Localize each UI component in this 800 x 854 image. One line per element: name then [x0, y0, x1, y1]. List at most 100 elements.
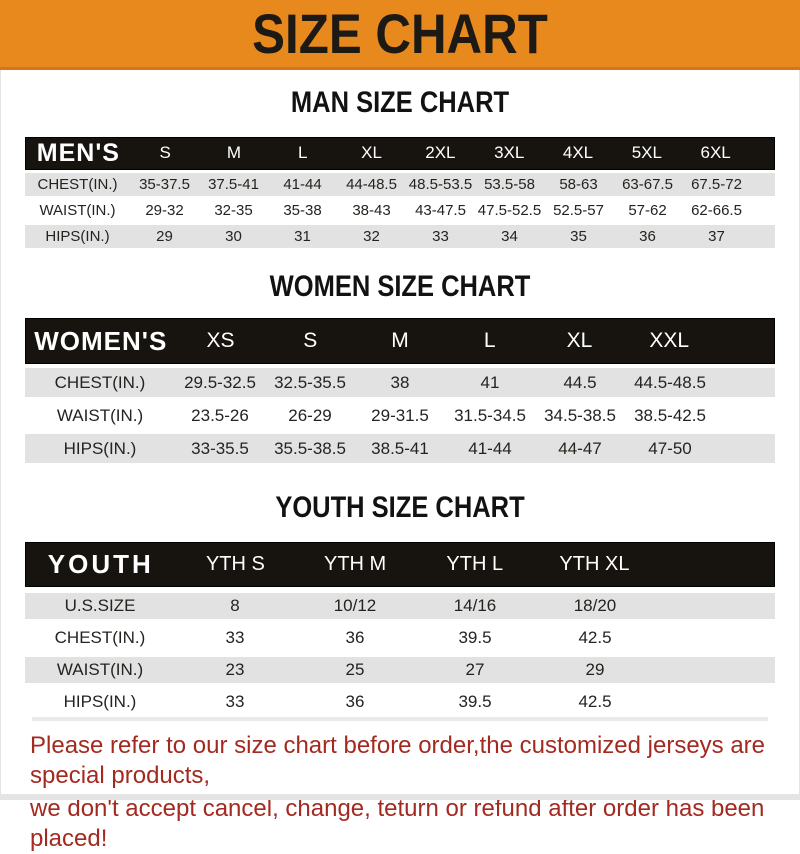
size-value: 38.5-41	[355, 439, 445, 459]
footer-line-2: we don't accept cancel, change, teturn o…	[30, 794, 770, 854]
size-value: 57-62	[613, 202, 682, 219]
size-value: 33-35.5	[175, 439, 265, 459]
size-value: 33	[175, 692, 295, 712]
size-value: 33	[406, 228, 475, 245]
size-value: 33	[175, 628, 295, 648]
size-value: 23	[175, 660, 295, 680]
size-value: 31	[268, 228, 337, 245]
size-value: 42.5	[535, 692, 655, 712]
man-column-header: 5XL	[612, 143, 681, 163]
size-value: 44.5	[535, 373, 625, 393]
size-value: 34	[475, 228, 544, 245]
size-value: 32	[337, 228, 406, 245]
size-value: 36	[613, 228, 682, 245]
row-label: U.S.SIZE	[25, 596, 175, 616]
size-value: 53.5-58	[475, 176, 544, 193]
size-value: 35	[544, 228, 613, 245]
size-value: 26-29	[265, 406, 355, 426]
man-column-header: 4XL	[544, 143, 613, 163]
size-value: 29-31.5	[355, 406, 445, 426]
row-label: HIPS(IN.)	[25, 692, 175, 712]
size-value: 58-63	[544, 176, 613, 193]
size-value: 8	[175, 596, 295, 616]
size-value: 25	[295, 660, 415, 680]
size-value: 41-44	[445, 439, 535, 459]
footer-note: Please refer to our size chart before or…	[0, 731, 800, 854]
section-heading-youth: YOUTH SIZE CHART	[60, 491, 740, 526]
size-value: 44-48.5	[337, 176, 406, 193]
youth-column-header: YTH L	[415, 553, 535, 576]
row-label: CHEST(IN.)	[25, 628, 175, 648]
size-value: 29	[535, 660, 655, 680]
size-value: 14/16	[415, 596, 535, 616]
size-value: 18/20	[535, 596, 655, 616]
footer-line-1: Please refer to our size chart before or…	[30, 731, 770, 791]
size-value: 37	[682, 228, 751, 245]
row-label: WAIST(IN.)	[25, 406, 175, 426]
women-column-header: XXL	[624, 329, 714, 353]
size-value: 31.5-34.5	[445, 406, 535, 426]
page-title: SIZE CHART	[252, 6, 548, 62]
size-value: 32.5-35.5	[265, 373, 355, 393]
size-value: 47-50	[625, 439, 715, 459]
size-value: 34.5-38.5	[535, 406, 625, 426]
man-column-header: S	[131, 143, 200, 163]
section-heading-man: MAN SIZE CHART	[60, 86, 740, 121]
women-column-header: XL	[535, 329, 625, 353]
size-value: 47.5-52.5	[475, 202, 544, 219]
row-label: CHEST(IN.)	[25, 176, 130, 193]
women-column-header: M	[355, 329, 445, 353]
bottom-edge-strip	[0, 794, 800, 800]
size-value: 63-67.5	[613, 176, 682, 193]
row-label: WAIST(IN.)	[25, 660, 175, 680]
size-value: 48.5-53.5	[406, 176, 475, 193]
size-value: 35-38	[268, 202, 337, 219]
youth-column-header: YTH M	[295, 553, 415, 576]
footer-divider	[32, 717, 768, 721]
man-column-header: 3XL	[475, 143, 544, 163]
size-value: 23.5-26	[175, 406, 265, 426]
youth-corner-label: YOUTH	[26, 549, 176, 580]
row-label: CHEST(IN.)	[25, 373, 175, 393]
man-column-header: M	[200, 143, 269, 163]
size-chart-banner: SIZE CHART	[0, 0, 800, 70]
size-value: 38-43	[337, 202, 406, 219]
size-value: 30	[199, 228, 268, 245]
size-value: 44-47	[535, 439, 625, 459]
size-value: 10/12	[295, 596, 415, 616]
youth-column-header: YTH XL	[535, 553, 655, 576]
size-value: 29.5-32.5	[175, 373, 265, 393]
size-value: 43-47.5	[406, 202, 475, 219]
size-value: 29	[130, 228, 199, 245]
man-column-header: L	[268, 143, 337, 163]
row-label: WAIST(IN.)	[25, 202, 130, 219]
size-value: 62-66.5	[682, 202, 751, 219]
youth-column-header: YTH S	[176, 553, 296, 576]
size-value: 39.5	[415, 628, 535, 648]
man-corner-label: MEN'S	[26, 139, 131, 168]
size-value: 41-44	[268, 176, 337, 193]
row-label: HIPS(IN.)	[25, 439, 175, 459]
size-value: 67.5-72	[682, 176, 751, 193]
size-value: 36	[295, 692, 415, 712]
man-column-header: 6XL	[681, 143, 750, 163]
size-value: 38	[355, 373, 445, 393]
size-value: 52.5-57	[544, 202, 613, 219]
section-heading-women: WOMEN SIZE CHART	[60, 270, 740, 305]
size-value: 36	[295, 628, 415, 648]
women-column-header: XS	[176, 329, 266, 353]
size-value: 27	[415, 660, 535, 680]
